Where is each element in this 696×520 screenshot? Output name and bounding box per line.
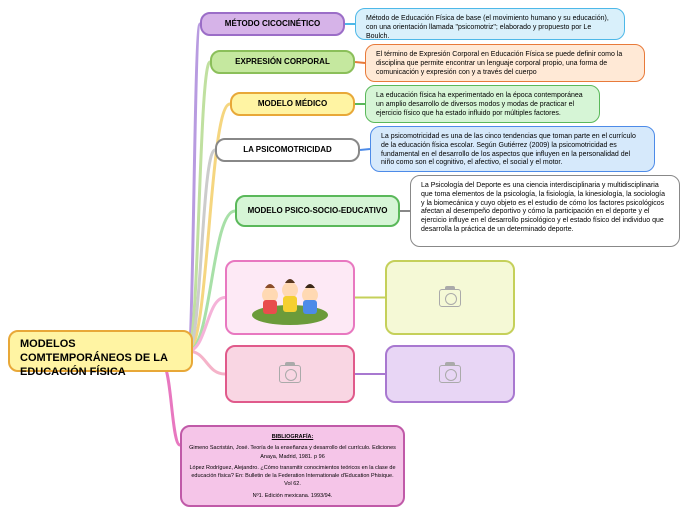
image-box-placeholder-1 bbox=[385, 260, 515, 335]
camera-icon bbox=[439, 289, 461, 307]
description-node: La educación física ha experimentado en … bbox=[365, 85, 600, 123]
camera-icon bbox=[279, 365, 301, 383]
description-node: El término de Expresión Corporal en Educ… bbox=[365, 44, 645, 82]
bibliography-box: BIBLIOGRAFÍA:Gimeno Sacristán, José. Teo… bbox=[180, 425, 405, 507]
topic-node[interactable]: LA PSICOMOTRICIDAD bbox=[215, 138, 360, 162]
topic-node[interactable]: EXPRESIÓN CORPORAL bbox=[210, 50, 355, 74]
image-box-placeholder-2 bbox=[225, 345, 355, 403]
topic-node[interactable]: MODELO PSICO-SOCIO-EDUCATIVO bbox=[235, 195, 400, 227]
description-node: La Psicología del Deporte es una ciencia… bbox=[410, 175, 680, 247]
image-box-kids bbox=[225, 260, 355, 335]
camera-icon bbox=[439, 365, 461, 383]
topic-node[interactable]: MODELO MÉDICO bbox=[230, 92, 355, 116]
kids-illustration bbox=[245, 270, 335, 325]
image-box-placeholder-3 bbox=[385, 345, 515, 403]
topic-node[interactable]: MÉTODO CICOCINÉTICO bbox=[200, 12, 345, 36]
description-node: Método de Educación Física de base (el m… bbox=[355, 8, 625, 40]
root-node[interactable]: MODELOS COMTEMPORÁNEOS DE LA EDUCACIÓN F… bbox=[8, 330, 193, 372]
description-node: La psicomotricidad es una de las cinco t… bbox=[370, 126, 655, 172]
